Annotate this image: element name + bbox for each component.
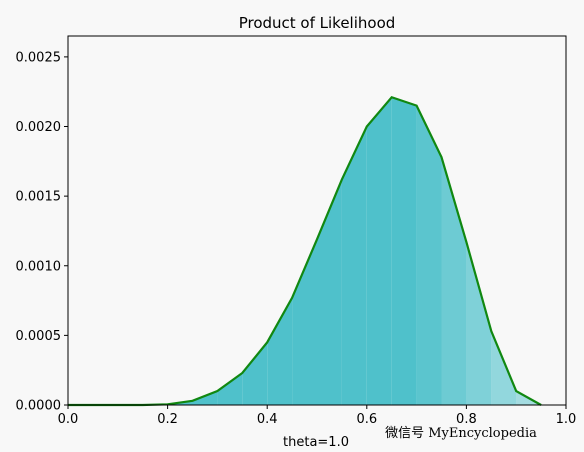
theta-label: theta=1.0 (283, 435, 349, 450)
x-tick-label: 0.4 (257, 412, 278, 427)
area-segment (391, 97, 417, 406)
x-tick-label: 0.8 (456, 412, 477, 427)
y-tick-label: 0.0020 (16, 120, 62, 135)
area-segment (217, 372, 243, 405)
x-axis: 0.0 0.2 0.4 0.6 0.8 1.0 (58, 405, 577, 427)
x-tick-label: 1.0 (556, 412, 577, 427)
area-segment (466, 242, 492, 405)
chart-title: Product of Likelihood (239, 14, 396, 32)
area-segment (267, 297, 293, 405)
plot-frame (67, 35, 567, 406)
y-tick-label: 0.0015 (16, 190, 62, 205)
y-tick-label: 0.0000 (16, 399, 62, 414)
area-fills (142, 97, 542, 406)
y-tick-label: 0.0010 (16, 259, 62, 274)
area-segment (317, 179, 342, 405)
x-tick-label: 0.6 (356, 412, 377, 427)
x-tick-label: 0.2 (157, 412, 178, 427)
area-segment (341, 126, 367, 406)
area-segment (416, 105, 442, 405)
area-segment (366, 97, 392, 406)
y-tick-label: 0.0005 (16, 329, 62, 344)
watermark-text: 微信号 MyEncyclopedia (385, 426, 537, 441)
area-segment (491, 331, 517, 405)
y-axis: 0.0000 0.0005 0.0010 0.0015 0.0020 0.0025 (16, 50, 68, 414)
y-tick-label: 0.0025 (16, 50, 62, 65)
area-segment (292, 239, 317, 405)
x-tick-label: 0.0 (58, 412, 79, 427)
area-segment (441, 157, 467, 405)
area-segment (242, 342, 268, 405)
